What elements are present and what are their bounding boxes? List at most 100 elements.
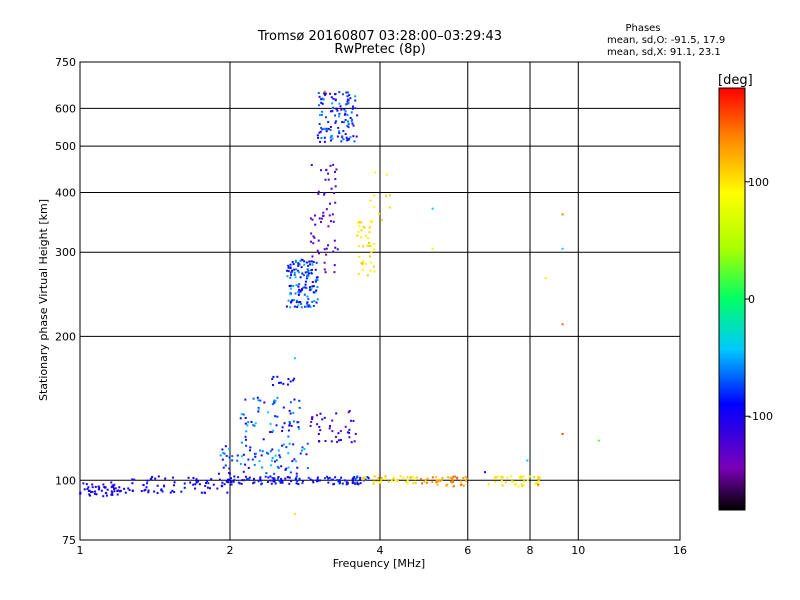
echo-point bbox=[271, 378, 274, 381]
echo-point bbox=[83, 488, 86, 491]
echo-point bbox=[318, 440, 321, 443]
echo-point bbox=[330, 440, 333, 443]
echo-point bbox=[297, 426, 300, 429]
echo-point bbox=[287, 378, 290, 381]
echo-point bbox=[317, 91, 320, 94]
echo-point bbox=[113, 487, 116, 490]
echo-point bbox=[339, 430, 342, 433]
echo-point bbox=[295, 472, 298, 475]
echo-point bbox=[257, 407, 260, 410]
echo-point bbox=[276, 415, 279, 418]
echo-point bbox=[369, 269, 372, 272]
echo-point bbox=[195, 478, 198, 481]
echo-point bbox=[304, 286, 307, 289]
echo-point bbox=[143, 489, 146, 492]
echo-point bbox=[321, 97, 324, 100]
echo-point bbox=[289, 263, 292, 266]
echo-point bbox=[319, 429, 322, 432]
echo-point bbox=[327, 121, 330, 124]
echo-point bbox=[451, 477, 454, 480]
echo-point bbox=[390, 479, 393, 482]
echo-point bbox=[270, 482, 273, 485]
echo-point bbox=[348, 94, 351, 97]
echo-point bbox=[328, 214, 331, 217]
echo-point bbox=[206, 486, 209, 489]
echo-point bbox=[79, 492, 82, 495]
echo-point bbox=[301, 272, 304, 275]
echo-point bbox=[495, 476, 498, 479]
echo-point bbox=[306, 442, 309, 445]
echo-point bbox=[293, 513, 296, 516]
echo-point bbox=[414, 481, 417, 484]
echo-point bbox=[286, 275, 289, 278]
echo-point bbox=[289, 276, 292, 279]
echo-point bbox=[369, 199, 372, 202]
echo-point bbox=[113, 483, 116, 486]
echo-point bbox=[297, 304, 300, 307]
echo-point bbox=[292, 411, 295, 414]
echo-point bbox=[274, 415, 277, 418]
echo-point bbox=[534, 482, 537, 485]
echo-point bbox=[396, 479, 399, 482]
echo-point bbox=[510, 475, 513, 478]
echo-point bbox=[269, 475, 272, 478]
echo-point bbox=[110, 481, 113, 484]
echo-point bbox=[105, 492, 108, 495]
echo-point bbox=[277, 476, 280, 479]
colorbar-tick-label: 0 bbox=[748, 293, 755, 306]
echo-point bbox=[362, 479, 365, 482]
echo-point bbox=[258, 460, 261, 463]
echo-point bbox=[156, 484, 159, 487]
echo-point bbox=[306, 295, 309, 298]
echo-point bbox=[334, 93, 337, 96]
echo-point bbox=[351, 480, 354, 483]
echo-point bbox=[289, 267, 292, 270]
echo-point bbox=[253, 424, 256, 427]
echo-point bbox=[331, 107, 334, 110]
echo-point bbox=[344, 112, 347, 115]
echo-point bbox=[298, 399, 301, 402]
echo-point bbox=[297, 293, 300, 296]
echo-point bbox=[226, 491, 229, 494]
echo-point bbox=[441, 478, 444, 481]
echo-point bbox=[319, 479, 322, 482]
echo-point bbox=[288, 442, 291, 445]
echo-point bbox=[323, 248, 326, 251]
echo-point bbox=[311, 479, 314, 482]
echo-point bbox=[293, 398, 296, 401]
echo-point bbox=[299, 276, 302, 279]
echo-point bbox=[276, 465, 279, 468]
echo-point bbox=[252, 424, 255, 427]
echo-point bbox=[296, 269, 299, 272]
echo-point bbox=[308, 263, 311, 266]
echo-point bbox=[95, 493, 98, 496]
echo-point bbox=[116, 490, 119, 493]
echo-point bbox=[347, 99, 350, 102]
echo-point bbox=[323, 416, 326, 419]
echo-point bbox=[225, 454, 228, 457]
echo-point bbox=[292, 443, 295, 446]
echo-point bbox=[272, 479, 275, 482]
echo-point bbox=[288, 482, 291, 485]
echo-point bbox=[171, 476, 174, 479]
echo-point bbox=[537, 475, 540, 478]
echo-point bbox=[283, 422, 286, 425]
echo-point bbox=[140, 490, 143, 493]
echo-point bbox=[306, 302, 309, 305]
echo-point bbox=[354, 99, 357, 102]
echo-point bbox=[343, 121, 346, 124]
echo-point bbox=[242, 413, 245, 416]
echo-point bbox=[314, 268, 317, 271]
echo-point bbox=[290, 424, 293, 427]
echo-point bbox=[539, 476, 542, 479]
echo-point bbox=[334, 178, 337, 181]
echo-point bbox=[494, 481, 497, 484]
echo-point bbox=[338, 482, 341, 485]
echo-point bbox=[289, 287, 292, 290]
echo-point bbox=[342, 129, 345, 132]
echo-point bbox=[515, 482, 518, 485]
echo-point bbox=[329, 129, 332, 132]
echo-point bbox=[296, 480, 299, 483]
echo-point bbox=[223, 452, 226, 455]
echo-point bbox=[303, 263, 306, 266]
